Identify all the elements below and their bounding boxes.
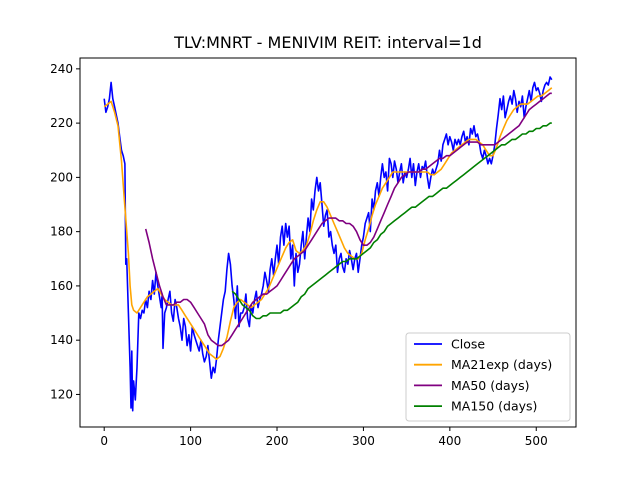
legend-label-0: Close xyxy=(451,337,485,352)
y-tick-label: 180 xyxy=(50,225,73,239)
x-tick-label: 300 xyxy=(352,434,375,448)
x-tick-label: 500 xyxy=(525,434,548,448)
x-tick-label: 100 xyxy=(179,434,202,448)
legend-label-3: MA150 (days) xyxy=(451,399,537,414)
legend-label-1: MA21exp (days) xyxy=(451,357,552,372)
chart-title: TLV:MNRT - MENIVIM REIT: interval=1d xyxy=(173,33,482,52)
legend: Close MA21exp (days) MA50 (days) MA150 (day… xyxy=(405,332,571,422)
legend-label-2: MA50 (days) xyxy=(451,378,529,393)
x-tick-label: 200 xyxy=(266,434,289,448)
y-tick-label: 120 xyxy=(50,387,73,401)
series-line-3 xyxy=(231,122,552,320)
series-line-2 xyxy=(144,92,552,347)
y-tick-label: 160 xyxy=(50,279,73,293)
y-tick-label: 140 xyxy=(50,333,73,347)
y-tick-label: 220 xyxy=(50,116,73,130)
y-tick-label: 240 xyxy=(50,62,73,76)
y-axis-ticks: 120 140 160 180 200 220 240 xyxy=(50,62,80,401)
axes-frame xyxy=(79,57,577,428)
x-tick-label: 400 xyxy=(438,434,461,448)
series-layer xyxy=(103,76,553,412)
legend-box xyxy=(405,332,571,422)
y-tick-label: 200 xyxy=(50,170,73,184)
x-axis-ticks: 0 100 200 300 400 500 xyxy=(100,427,548,448)
x-tick-label: 0 xyxy=(100,434,108,448)
